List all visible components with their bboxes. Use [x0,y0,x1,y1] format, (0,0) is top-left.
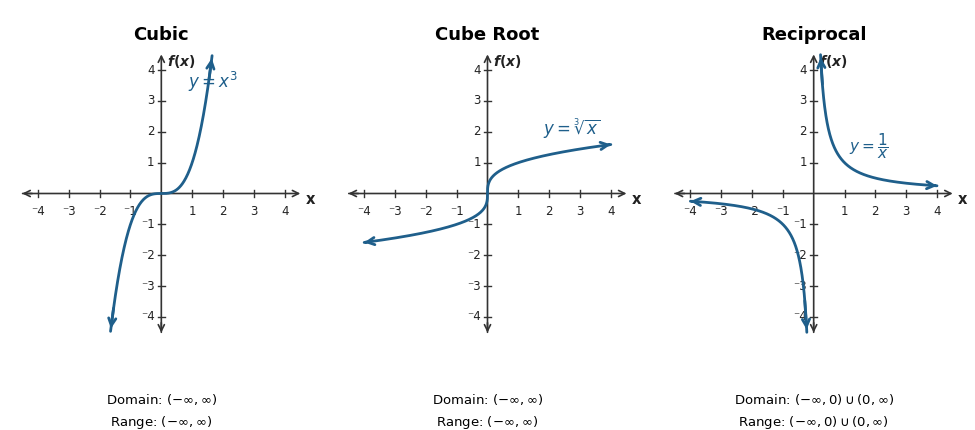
Text: ⁻4: ⁻4 [467,310,481,323]
Text: 4: 4 [281,205,289,218]
Text: ⁻4: ⁻4 [683,205,697,218]
Text: 3: 3 [576,205,584,218]
Title: Cubic: Cubic [134,27,189,44]
Text: 2: 2 [219,205,227,218]
Text: 1: 1 [800,156,807,169]
Text: 4: 4 [607,205,614,218]
Text: 4: 4 [147,64,154,77]
Text: 1: 1 [147,156,154,169]
Text: $\mathbf{x}$: $\mathbf{x}$ [304,191,316,206]
Text: ⁻2: ⁻2 [467,249,481,262]
Text: ⁻2: ⁻2 [93,205,106,218]
Text: ⁻3: ⁻3 [141,280,154,292]
Text: 2: 2 [872,205,879,218]
Text: 3: 3 [473,95,481,108]
Text: 2: 2 [473,125,481,138]
Text: ⁻4: ⁻4 [357,205,371,218]
Text: 3: 3 [251,205,257,218]
Text: ⁻3: ⁻3 [794,280,807,292]
Text: 3: 3 [800,95,807,108]
Text: 2: 2 [147,125,154,138]
Text: $\boldsymbol{f(x)}$: $\boldsymbol{f(x)}$ [819,53,847,70]
Text: ⁻3: ⁻3 [467,280,481,292]
Text: 1: 1 [188,205,196,218]
Text: 3: 3 [147,95,154,108]
Text: 3: 3 [903,205,910,218]
Text: 2: 2 [800,125,807,138]
Text: ⁻1: ⁻1 [124,205,137,218]
Text: $\boldsymbol{f(x)}$: $\boldsymbol{f(x)}$ [167,53,195,70]
Text: ⁻1: ⁻1 [793,218,807,231]
Text: ⁻3: ⁻3 [388,205,402,218]
Text: 4: 4 [800,64,807,77]
Text: 1: 1 [840,205,848,218]
Text: ⁻2: ⁻2 [140,249,154,262]
Text: $\mathbf{x}$: $\mathbf{x}$ [631,191,643,206]
Text: ⁻4: ⁻4 [140,310,154,323]
Text: $\boldsymbol{f(x)}$: $\boldsymbol{f(x)}$ [493,53,522,70]
Title: Cube Root: Cube Root [436,27,539,44]
Text: ⁻3: ⁻3 [715,205,728,218]
Text: $\mathbf{x}$: $\mathbf{x}$ [957,191,968,206]
Text: 2: 2 [545,205,553,218]
Text: ⁻1: ⁻1 [467,218,481,231]
Text: $y = \dfrac{1}{x}$: $y = \dfrac{1}{x}$ [849,131,889,160]
Text: $y = \sqrt[3]{x}$: $y = \sqrt[3]{x}$ [543,117,601,141]
Text: ⁻4: ⁻4 [31,205,45,218]
Text: ⁻2: ⁻2 [793,249,807,262]
Text: 4: 4 [473,64,481,77]
Title: Reciprocal: Reciprocal [760,27,867,44]
Text: ⁻1: ⁻1 [776,205,790,218]
Text: ⁻1: ⁻1 [449,205,463,218]
Text: ⁻2: ⁻2 [745,205,759,218]
Text: 1: 1 [515,205,522,218]
Text: ⁻3: ⁻3 [62,205,76,218]
Text: $y = x^3$: $y = x^3$ [187,71,237,95]
Text: Domain: $(-\infty, 0) \cup (0, \infty)$
Range: $(-\infty, 0) \cup (0, \infty)$: Domain: $(-\infty, 0) \cup (0, \infty)$ … [733,392,894,430]
Text: 1: 1 [473,156,481,169]
Text: Domain: $(-\infty, \infty)$
Range: $(-\infty, \infty)$: Domain: $(-\infty, \infty)$ Range: $(-\i… [105,392,216,430]
Text: Domain: $(-\infty, \infty)$
Range: $(-\infty, \infty)$: Domain: $(-\infty, \infty)$ Range: $(-\i… [432,392,543,430]
Text: 4: 4 [933,205,941,218]
Text: ⁻4: ⁻4 [793,310,807,323]
Text: ⁻2: ⁻2 [419,205,433,218]
Text: ⁻1: ⁻1 [140,218,154,231]
